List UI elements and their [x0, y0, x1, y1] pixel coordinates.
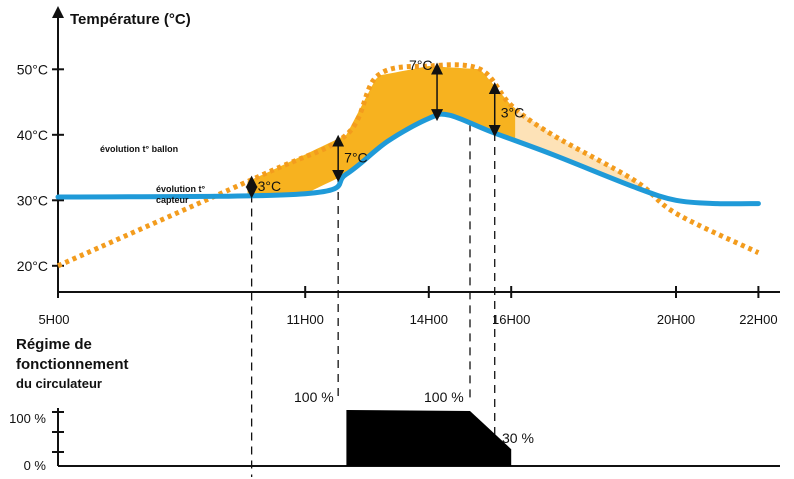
- pump-regime-area: [346, 410, 512, 466]
- x-tick-label-3: 16H00: [492, 312, 530, 327]
- y-tick-label-2: 40°C: [17, 127, 48, 143]
- pump-title-line3: du circulateur: [16, 376, 102, 391]
- series-label-sensor-line2: capteur: [156, 195, 189, 205]
- y-axis-arrow: [52, 6, 64, 18]
- x-ticks: 5H00 11H00 14H00 16H00 20H00 22H00: [38, 286, 778, 327]
- y-ticks: 20°C 30°C 40°C 50°C: [17, 61, 64, 274]
- x-tick-label-4: 20H00: [657, 312, 695, 327]
- pump-title-line2: fonctionnement: [16, 356, 129, 373]
- pump-label-end: 100 %: [424, 389, 464, 405]
- delta-label-2: 7°C: [409, 57, 433, 73]
- series-label-tank: évolution t° ballon: [100, 144, 178, 154]
- x-tick-label-0: 5H00: [38, 312, 69, 327]
- dashed-guides: [250, 123, 496, 477]
- chart-title: Température (°C): [70, 11, 191, 28]
- pump-ytick-0: 0 %: [24, 458, 47, 473]
- delta-label-0: 3°C: [258, 178, 282, 194]
- x-tick-label-1: 11H00: [287, 312, 324, 327]
- pump-title-line1: Régime de: [16, 336, 92, 353]
- pump-label-start: 100 %: [294, 389, 334, 405]
- pump-label-low: 30 %: [502, 430, 534, 446]
- x-tick-label-5: 22H00: [739, 312, 777, 327]
- delta-annotations: 3°C 7°C 7°C 3°C: [245, 57, 524, 199]
- delta-label-1: 7°C: [344, 149, 368, 165]
- pump-ytick-100: 100 %: [9, 411, 46, 426]
- gap-fill-pump-on: [247, 66, 516, 195]
- delta-label-3: 3°C: [501, 105, 524, 121]
- series-label-sensor-line1: évolution t°: [156, 184, 205, 194]
- series-line-tank: [55, 111, 761, 207]
- y-tick-label-3: 50°C: [17, 61, 48, 77]
- x-tick-label-2: 14H00: [410, 312, 448, 327]
- y-tick-label-1: 30°C: [17, 192, 48, 208]
- y-tick-label-0: 20°C: [17, 258, 48, 274]
